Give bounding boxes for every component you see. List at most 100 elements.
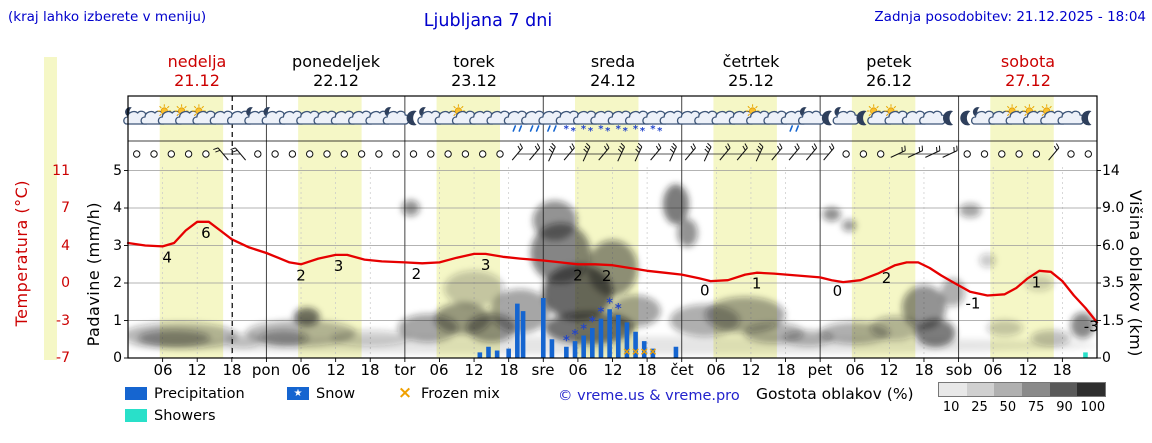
density-tick: 10 [942,400,960,415]
wind-calm-icon [842,150,850,158]
svg-text:*: * [657,126,663,137]
day-name: sobota [1000,52,1056,71]
snow-marker-icon: * [606,296,613,311]
x-hour-label: 18 [637,361,657,379]
temp-tick-7: 7 [61,200,70,216]
wind-calm-icon [271,150,279,158]
legend-frozen-mix-label: Frozen mix [421,385,500,402]
precip-tick-3: 3 [113,237,122,254]
density-tick: 90 [1056,400,1073,415]
svg-text:*: * [623,126,629,137]
menu-hint: (kraj lahko izberete v meniju) [8,9,207,25]
day-date: 26.12 [866,71,912,90]
x-hour-label: 18 [776,361,796,379]
wind-calm-icon [340,150,348,158]
day-name: četrtek [722,52,780,71]
x-hour-label: 06 [983,361,1003,379]
wind-calm-icon [427,150,435,158]
density-gradient-cell [1077,383,1106,396]
density-gradient-cell [966,383,995,396]
svg-text:3: 3 [481,256,491,274]
wind-calm-icon [167,150,176,158]
wind-calm-icon [392,150,400,158]
legend-snow-label: Snow [316,385,356,402]
wind-barb-icon [703,142,712,162]
precip-bar-snow [572,341,578,358]
x-hour-label: 06 [153,361,173,379]
precip-bar-rain [515,303,520,358]
precip-bar-mix [641,341,647,358]
wind-calm-icon [963,150,971,158]
copyright-link[interactable]: © vreme.us & vreme.pro [558,388,740,404]
day-header-sobota: sobota 27.12 [962,52,1094,90]
wind-calm-icon [496,150,504,158]
wind-barb-icon [684,143,696,161]
precip-bar-snow [564,346,569,358]
left-accent-strip [44,57,57,360]
svg-text:4: 4 [162,248,172,266]
density-gradient-cell [939,383,967,396]
precip-bar-snow [615,314,621,358]
x-hour-label: 06 [845,361,865,379]
precip-tick-5: 5 [113,162,122,179]
cloud-density-legend-label: Gostota oblakov (%) [756,385,914,403]
precip-bar-rain [520,311,526,358]
svg-text:1: 1 [752,275,762,293]
x-hour-label: 12 [464,361,484,379]
precipitation-bars: * * * *** *× × × × [477,296,1088,358]
wind-calm-icon [150,150,158,158]
cloud-height-tick-9.0: 9.0 [1102,200,1125,216]
precip-tick-1: 1 [113,312,122,329]
wind-barb-icon [925,145,941,158]
wind-barb-icon [230,147,246,161]
x-hour-label: 06 [706,361,726,379]
legend-showers-label: Showers [154,407,216,424]
wind-calm-icon [980,150,989,158]
legend-item-frozen-mix: × Frozen mix [396,385,500,402]
wind-calm-icon [323,150,331,158]
cloud-height-tick-14: 14 [1102,162,1120,179]
day-header-torek: torek 23.12 [408,52,540,90]
x-day-label-pet: pet [807,361,833,379]
x-hour-label: 12 [187,361,207,379]
day-header-ponedeljek: ponedeljek 22.12 [270,52,402,90]
axis-tick-marks [124,170,1101,362]
x-hour-label: 12 [741,361,761,379]
precip-bar-rain [549,339,555,358]
snow-marker-icon: * [615,302,622,317]
svg-text:0: 0 [833,282,843,300]
x-hour-label: 18 [1052,361,1072,379]
wind-row [133,142,1093,162]
page-title: Ljubljana 7 dni [423,11,553,31]
wind-barb-icon [582,142,591,162]
svg-text:*: * [598,124,604,135]
weather-icon-moon [406,110,417,126]
snow-marker-icon: * [580,323,587,338]
wind-calm-icon [479,150,487,158]
precipitation-swatch [125,387,147,400]
density-tick: 75 [1027,400,1045,415]
svg-text:*: * [640,126,646,137]
wind-barb-icon [634,142,643,162]
temp-tick--7: -7 [56,350,70,366]
temp-tick-11: 11 [52,162,70,179]
svg-text:1: 1 [1032,273,1042,291]
wind-barb-icon [213,147,229,161]
precip-bar-rain [486,346,491,358]
wind-barb-icon [598,143,610,161]
wind-calm-icon [202,150,210,158]
weather-icon-moon [1081,110,1092,126]
wind-calm-icon [1032,150,1041,158]
wind-barb-icon [511,143,523,161]
precip-bar-rain [477,352,483,358]
svg-text:3: 3 [334,257,344,275]
wind-calm-icon [1067,150,1075,158]
frozen-mix-marker-icon: × [648,345,657,358]
svg-text:*: * [581,124,587,135]
weather-icon-moon [856,110,867,126]
wind-calm-icon [1015,150,1023,158]
precip-tick-0: 0 [113,350,122,366]
temperature-value-labels: 4 6 2 3 2 3 2 2 0 1 0 2 -1 1 -3 [162,224,1098,336]
